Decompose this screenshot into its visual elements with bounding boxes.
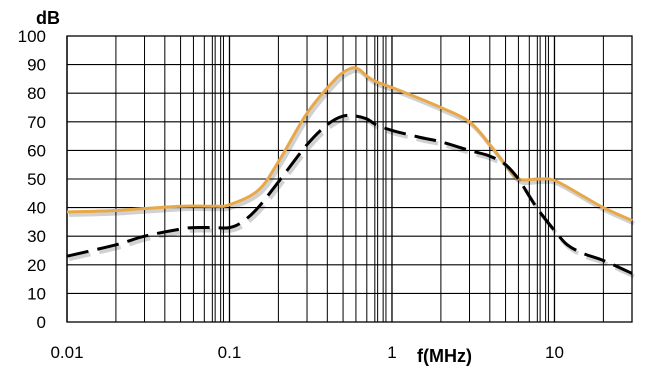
x-axis-tick-labels: 0.01 0.1 1 10 xyxy=(50,343,563,362)
x-tick-label: 0.1 xyxy=(218,343,242,362)
series-lines xyxy=(67,68,634,277)
x-tick-label: 1 xyxy=(387,343,396,362)
x-tick-label: 10 xyxy=(545,343,564,362)
y-tick-label: 100 xyxy=(18,27,46,46)
x-tick-label: 0.01 xyxy=(50,343,83,362)
y-tick-label: 40 xyxy=(27,199,46,218)
y-axis-title: dB xyxy=(36,8,60,28)
y-tick-label: 10 xyxy=(27,284,46,303)
y-tick-label: 30 xyxy=(27,227,46,246)
y-tick-label: 50 xyxy=(27,170,46,189)
y-tick-label: 20 xyxy=(27,256,46,275)
series-0-line xyxy=(67,68,632,221)
y-tick-label: 90 xyxy=(27,56,46,75)
y-tick-label: 60 xyxy=(27,141,46,160)
series-1-shadow xyxy=(69,118,634,276)
y-tick-label: 0 xyxy=(37,313,46,332)
x-axis-title: f(MHz) xyxy=(417,346,472,366)
y-tick-label: 80 xyxy=(27,84,46,103)
y-axis-tick-labels: 0 10 20 30 40 50 60 70 80 90 100 xyxy=(18,27,46,332)
series-1-line xyxy=(67,115,632,273)
y-tick-label: 70 xyxy=(27,113,46,132)
